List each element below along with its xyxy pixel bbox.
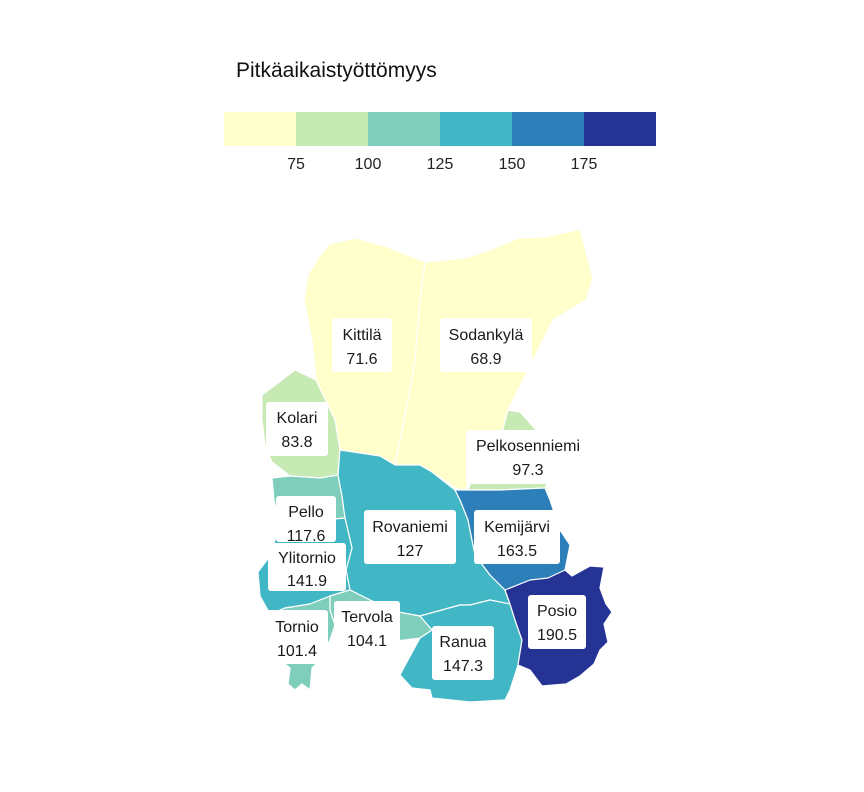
label-kolari: Kolari 83.8 [266, 402, 328, 456]
label-rovaniemi: Rovaniemi 127 [364, 510, 456, 564]
label-value: 104.1 [347, 633, 387, 650]
label-name: Kemijärvi [484, 519, 550, 536]
label-tornio: Tornio 101.4 [266, 610, 328, 664]
legend-tick-label: 100 [355, 156, 382, 173]
label-box [268, 543, 346, 591]
region-labels: Kittilä 71.6 Sodankylä 68.9 Kolari 83.8 … [266, 318, 590, 680]
label-sodankyla: Sodankylä 68.9 [440, 318, 532, 372]
label-value: 147.3 [443, 658, 483, 675]
label-value: 190.5 [537, 627, 577, 644]
label-value: 97.3 [512, 462, 543, 479]
label-name: Tervola [341, 609, 393, 626]
legend-title: Pitkäaikaistyöttömyys [236, 59, 437, 82]
legend-swatch [584, 112, 656, 146]
label-name: Posio [537, 603, 577, 620]
legend-color-bar [224, 112, 656, 146]
label-box [440, 318, 532, 372]
label-box [466, 430, 590, 484]
label-name: Pello [288, 504, 324, 521]
label-box [266, 610, 328, 664]
label-value: 127 [397, 543, 424, 560]
label-name: Sodankylä [449, 327, 524, 344]
label-name: Pelkosenniemi [476, 438, 580, 455]
label-box [528, 595, 586, 649]
label-value: 68.9 [470, 351, 501, 368]
legend-tick-label: 150 [499, 156, 526, 173]
label-value: 117.6 [287, 528, 326, 545]
legend-tick-label: 175 [571, 156, 598, 173]
label-name: Ranua [439, 634, 486, 651]
label-box [474, 510, 560, 564]
label-value: 71.6 [346, 351, 377, 368]
legend-tick-label: 75 [287, 156, 305, 173]
label-ylitornio: Ylitornio 141.9 [268, 543, 346, 591]
label-pelkosenniemi: Pelkosenniemi 97.3 [466, 430, 590, 484]
label-pello: Pello 117.6 [276, 496, 336, 545]
label-name: Tornio [275, 619, 319, 636]
label-box [266, 402, 328, 456]
label-value: 163.5 [497, 543, 537, 560]
label-name: Rovaniemi [372, 519, 448, 536]
label-name: Kolari [277, 410, 318, 427]
label-ranua: Ranua 147.3 [432, 626, 494, 680]
legend-swatch [296, 112, 368, 146]
label-value: 101.4 [277, 643, 317, 660]
legend-swatch [368, 112, 440, 146]
label-box [276, 496, 336, 542]
legend: Pitkäaikaistyöttömyys 75 100 125 150 175 [224, 59, 656, 173]
label-value: 141.9 [287, 573, 327, 590]
legend-swatch [224, 112, 296, 146]
label-tervola: Tervola 104.1 [334, 601, 400, 655]
label-box [332, 318, 392, 372]
legend-ticks: 75 100 125 150 175 [287, 156, 597, 173]
label-box [364, 510, 456, 564]
label-name: Ylitornio [278, 550, 336, 567]
label-value: 83.8 [281, 434, 312, 451]
label-box [432, 626, 494, 680]
legend-swatch [440, 112, 512, 146]
label-box [334, 601, 400, 655]
label-name: Kittilä [342, 327, 381, 344]
label-posio: Posio 190.5 [528, 595, 586, 649]
legend-tick-label: 125 [427, 156, 454, 173]
label-kittila: Kittilä 71.6 [332, 318, 392, 372]
legend-swatch [512, 112, 584, 146]
label-kemijarvi: Kemijärvi 163.5 [474, 510, 560, 564]
